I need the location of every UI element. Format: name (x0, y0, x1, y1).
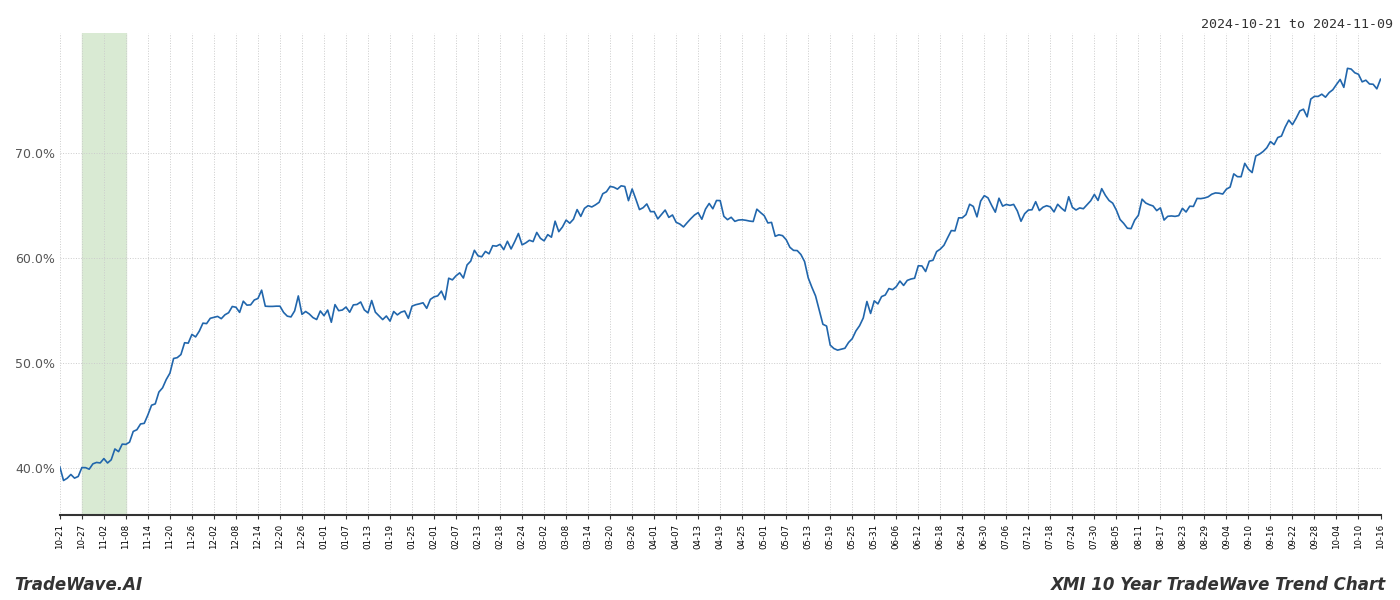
Text: 2024-10-21 to 2024-11-09: 2024-10-21 to 2024-11-09 (1201, 18, 1393, 31)
Text: TradeWave.AI: TradeWave.AI (14, 576, 143, 594)
Bar (81, 33, 126, 515)
Text: XMI 10 Year TradeWave Trend Chart: XMI 10 Year TradeWave Trend Chart (1051, 576, 1386, 594)
